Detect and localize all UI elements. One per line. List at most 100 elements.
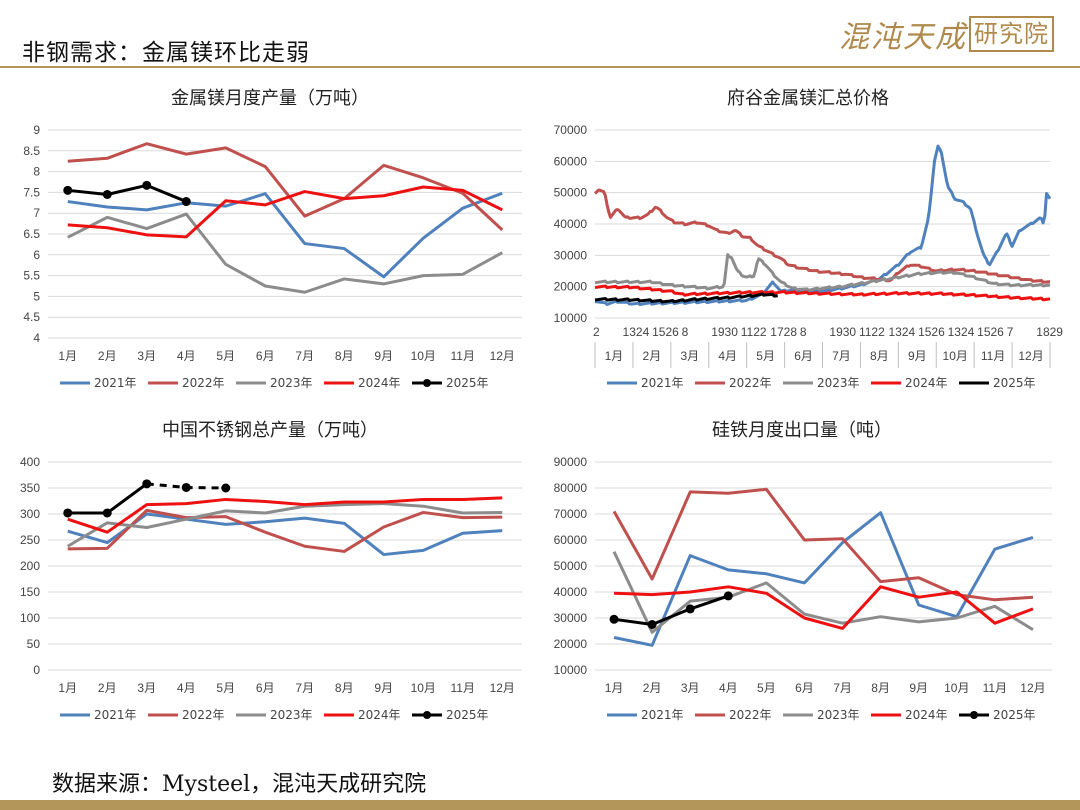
x-week-label: 1526 — [977, 325, 1004, 339]
y-tick-label: 400 — [20, 455, 40, 469]
x-week-label: 1930 — [711, 325, 738, 339]
x-month-label: 6月 — [794, 349, 813, 363]
x-tick-label: 9月 — [374, 681, 393, 695]
legend-label: 2023年 — [270, 376, 313, 390]
y-tick-label: 6 — [33, 248, 40, 262]
legend-label: 2023年 — [817, 376, 860, 390]
legend-label: 2024年 — [358, 376, 401, 390]
x-tick-label: 12月 — [490, 349, 515, 363]
page-title: 非钢需求：金属镁环比走弱 — [22, 40, 310, 66]
series-line-2025年 — [594, 292, 778, 304]
x-tick-label: 3月 — [137, 349, 156, 363]
x-week-label: 8 — [800, 325, 807, 339]
legend-label: 2025年 — [446, 376, 489, 390]
x-week-label: 8 — [682, 325, 689, 339]
x-month-label: 1月 — [605, 349, 624, 363]
y-tick-label: 90000 — [554, 455, 588, 469]
chart-title: 硅铁月度出口量（吨） — [712, 420, 892, 441]
series-2024年 — [67, 185, 503, 239]
x-tick-label: 6月 — [256, 349, 275, 363]
x-tick-label: 8月 — [335, 349, 354, 363]
x-week-label: 1122 — [859, 325, 885, 339]
chart-panel-mg-price: 府谷金属镁汇总价格 10000 20000 30000 40000 50000 60000 7… — [540, 80, 1080, 405]
data-point — [221, 483, 231, 493]
y-tick-label: 50 — [27, 637, 41, 651]
series-line-2022年 — [593, 188, 1051, 284]
legend-label: 2023年 — [270, 708, 313, 722]
series-line — [67, 508, 503, 553]
x-tick-label: 5月 — [216, 681, 235, 695]
x-tick-label: 5月 — [757, 681, 776, 695]
series-2025年 — [63, 180, 191, 207]
x-tick-label: 6月 — [256, 681, 275, 695]
series-line-2024年 — [594, 284, 1051, 302]
x-tick-label: 7月 — [295, 681, 314, 695]
y-tick-label: 8 — [33, 165, 40, 179]
series-2022年 — [67, 142, 504, 231]
legend-label: 2025年 — [993, 376, 1036, 390]
series-line — [613, 594, 729, 626]
y-tick-label: 7.5 — [23, 185, 40, 199]
x-tick-label: 12月 — [490, 681, 515, 695]
y-tick-label: 7 — [33, 206, 40, 220]
y-tick-label: 9 — [33, 123, 40, 137]
x-tick-label: 10月 — [411, 349, 436, 363]
series-line-2021年 — [594, 144, 1052, 307]
x-month-label: 9月 — [908, 349, 927, 363]
bottom-bar — [0, 800, 1080, 810]
x-tick-label: 11月 — [983, 681, 1007, 695]
logo-main-text: 混沌天成 — [839, 20, 967, 55]
data-point — [102, 508, 112, 518]
x-week-label: 1324 — [623, 325, 650, 339]
y-tick-label: 150 — [20, 585, 40, 599]
legend-label: 2022年 — [182, 376, 225, 390]
series-line — [67, 183, 187, 203]
series-2022年 — [67, 508, 503, 553]
x-month-label: 7月 — [832, 349, 851, 363]
x-tick-label: 8月 — [871, 681, 890, 695]
x-week-label: 1324 — [889, 325, 916, 339]
series-2025年 — [63, 479, 231, 518]
series-line — [67, 512, 503, 557]
legend-label: 2025年 — [446, 708, 489, 722]
x-tick-label: 2月 — [98, 349, 117, 363]
x-tick-label: 3月 — [681, 681, 700, 695]
chart-panel-stainless-output: 中国不锈钢总产量（万吨） 0 50 100 150 200 250 300 350 400 1月 2月… — [0, 410, 540, 735]
x-tick-label: 6月 — [795, 681, 814, 695]
x-tick-label: 5月 — [216, 349, 235, 363]
mg-output-chart: 金属镁月度产量（万吨） 4 4.5 5 5.5 6 6.5 7 7.5 8 8.5 9 1月 2月 3月 4月… — [23, 88, 522, 390]
data-point — [181, 482, 191, 492]
legend-marker — [970, 711, 978, 719]
y-tick-label: 80000 — [554, 481, 588, 495]
mg-price-chart: 府谷金属镁汇总价格 10000 20000 30000 40000 50000 60000 7… — [554, 88, 1064, 390]
y-tick-label: 4.5 — [23, 310, 40, 324]
x-tick-label: 11月 — [451, 349, 475, 363]
legend-label: 2023年 — [817, 708, 860, 722]
x-month-label: 12月 — [1018, 349, 1043, 363]
x-tick-label: 3月 — [137, 681, 156, 695]
series-2021年 — [67, 512, 503, 557]
x-month-label: 10月 — [943, 349, 968, 363]
title-divider — [0, 66, 1080, 68]
y-tick-label: 20000 — [554, 637, 588, 651]
y-tick-label: 6.5 — [23, 227, 40, 241]
series-2025年 — [609, 591, 733, 629]
chart-title: 府谷金属镁汇总价格 — [727, 88, 889, 109]
series-line — [613, 585, 1034, 630]
y-tick-label: 20000 — [554, 280, 588, 294]
series-line — [67, 142, 504, 231]
series-line-2023年 — [594, 253, 1051, 292]
x-tick-label: 8月 — [335, 681, 354, 695]
y-tick-label: 40000 — [554, 585, 588, 599]
y-tick-label: 250 — [20, 533, 40, 547]
legend-label: 2024年 — [358, 708, 401, 722]
data-point — [102, 189, 112, 199]
chart-title: 金属镁月度产量（万吨） — [171, 88, 369, 109]
logo-box-text: 研究院 — [969, 16, 1054, 52]
x-tick-label: 10月 — [411, 681, 436, 695]
series-2023年 — [67, 212, 503, 294]
x-week-label: 1526 — [918, 325, 945, 339]
x-week-label: 1122 — [741, 325, 767, 339]
data-point — [647, 620, 657, 629]
legend-label: 2021年 — [641, 376, 684, 390]
